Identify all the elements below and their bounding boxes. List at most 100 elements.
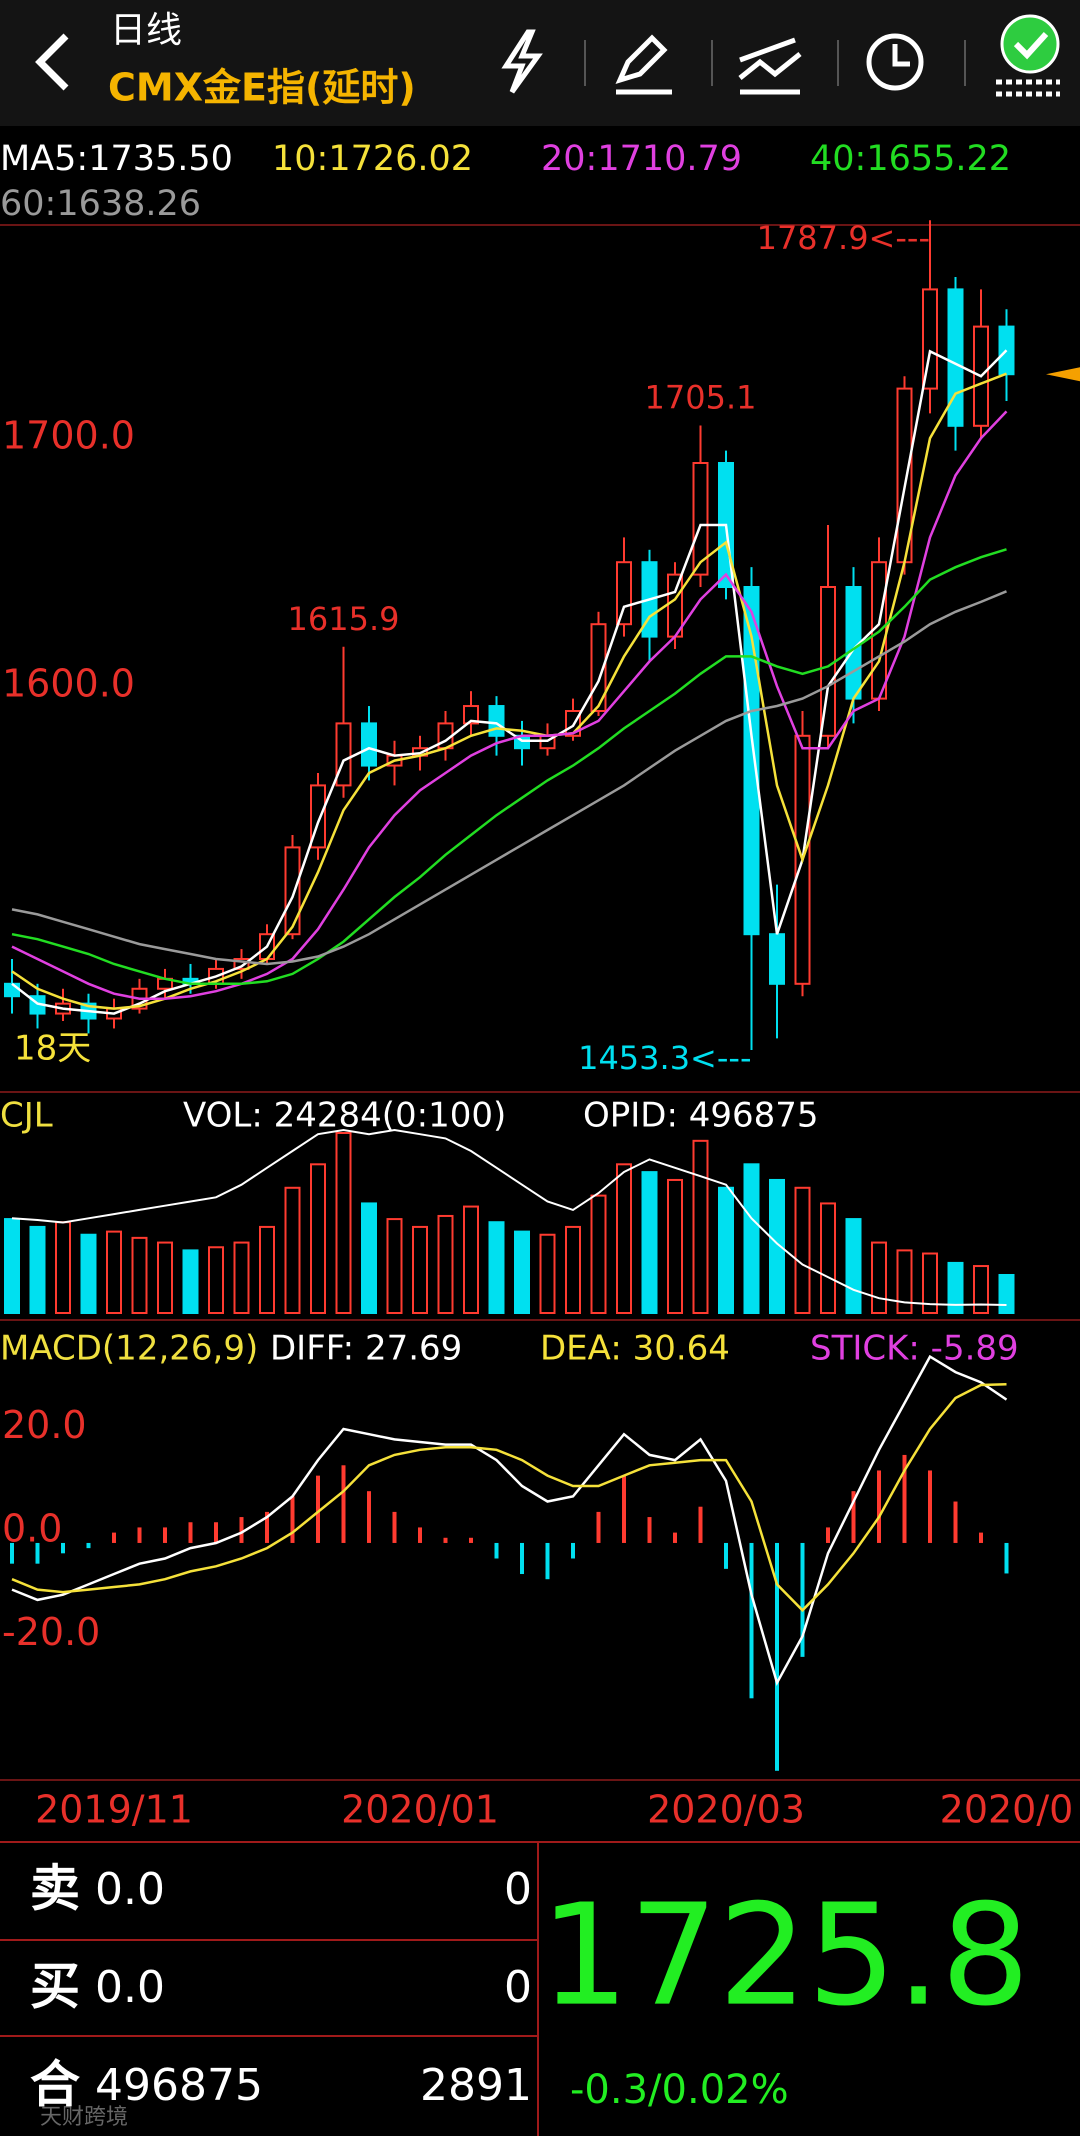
macd-bar — [520, 1542, 524, 1575]
volume-bar — [259, 1225, 275, 1315]
check-icon[interactable] — [1000, 14, 1060, 74]
x-tick-label: 2020/03 — [647, 1788, 805, 1832]
ma-line — [11, 410, 1008, 1000]
volume-bar — [4, 1218, 20, 1314]
y-tick-label: -20.0 — [2, 1610, 100, 1654]
volume-bar — [616, 1163, 632, 1314]
macd-bar — [239, 1517, 244, 1543]
history-icon[interactable] — [866, 33, 924, 91]
watermark: 天财跨境 — [40, 2105, 128, 2130]
macd-bar — [826, 1527, 830, 1543]
volume-bar — [284, 1186, 301, 1314]
volume-bar — [998, 1273, 1015, 1314]
ma-line — [11, 548, 1007, 986]
ma-line — [11, 590, 1007, 966]
candle-body — [463, 705, 479, 725]
volume-bar — [361, 1202, 377, 1315]
volume-bar — [233, 1241, 250, 1314]
low-annotation: 1453.3<--- — [578, 1039, 751, 1077]
volume-bar — [820, 1202, 836, 1315]
macd-bar — [163, 1527, 167, 1543]
back-button[interactable] — [35, 33, 69, 91]
macd-bar — [749, 1542, 754, 1699]
flash-icon[interactable] — [501, 29, 543, 94]
volume-bar — [208, 1246, 224, 1314]
volume-bar — [463, 1205, 479, 1314]
volume-bar — [55, 1221, 71, 1315]
quote-price: 0.0 — [95, 1962, 165, 2013]
macd-bar — [188, 1522, 193, 1543]
y-tick-label: 20.0 — [2, 1403, 87, 1447]
volume-bar — [157, 1241, 173, 1314]
volume-bar — [794, 1186, 811, 1314]
macd-bar — [214, 1522, 218, 1543]
period-label: 18天 — [14, 1029, 91, 1069]
macd-bar — [418, 1527, 422, 1543]
y-tick-label: 1600.0 — [2, 662, 135, 706]
macd-bar — [290, 1496, 295, 1543]
volume-bar — [437, 1214, 454, 1315]
legend-entry: DIFF: 27.69 — [270, 1329, 462, 1369]
volume-bar — [743, 1163, 760, 1314]
volume-bar — [80, 1233, 97, 1315]
quote-volume: 2891 — [420, 2060, 532, 2111]
legend-entry: 60:1638.26 — [0, 184, 201, 224]
high-annotation: 1705.1 — [645, 379, 757, 417]
quote-label: 合 — [30, 2056, 80, 2114]
volume-bar — [106, 1230, 122, 1314]
ma-line — [11, 349, 1008, 1015]
volume-bar — [947, 1261, 964, 1315]
candle-body — [947, 288, 964, 427]
high-annotation: 1787.9<--- — [757, 219, 930, 257]
panel-title: MACD(12,26,9) — [0, 1329, 258, 1369]
price-change: -0.3/0.02% — [570, 2067, 789, 2113]
candle-body — [743, 586, 760, 936]
macd-bar — [112, 1532, 116, 1543]
macd-bar — [928, 1470, 932, 1543]
macd-bar — [877, 1470, 881, 1543]
macd-bar — [316, 1475, 320, 1543]
macd-bar — [698, 1506, 703, 1543]
macd-bar — [86, 1542, 91, 1549]
macd-bar — [724, 1542, 728, 1569]
candle-body — [769, 933, 785, 985]
legend-entry: VOL: 24284(0:100) — [183, 1096, 506, 1136]
macd-bar — [341, 1465, 346, 1543]
volume-bar — [871, 1241, 887, 1314]
volume-bar — [692, 1139, 709, 1314]
draw-icon[interactable] — [615, 34, 672, 95]
volume-bar — [488, 1221, 505, 1315]
macd-bar — [673, 1532, 677, 1543]
quote-price: 0.0 — [95, 1864, 165, 1915]
opid-line — [11, 1128, 1007, 1306]
x-tick-label: 2019/11 — [35, 1788, 193, 1832]
indicator-icon[interactable] — [738, 37, 802, 95]
volume-bar — [131, 1236, 148, 1314]
macd-bar — [571, 1542, 575, 1559]
macd-bar — [622, 1475, 626, 1543]
volume-bar — [514, 1230, 530, 1314]
legend-entry: OPID: 496875 — [583, 1096, 819, 1136]
macd-bar — [137, 1527, 142, 1543]
macd-bar — [367, 1491, 371, 1543]
macd-bar — [10, 1542, 14, 1564]
macd-bar — [35, 1542, 40, 1564]
macd-bar — [469, 1537, 473, 1543]
volume-bar — [29, 1225, 46, 1315]
macd-line — [11, 1354, 1008, 1687]
macd-bar — [902, 1454, 907, 1543]
legend-entry: DEA: 30.64 — [540, 1329, 730, 1369]
legend-entry: 10:1726.02 — [272, 139, 473, 179]
volume-bar — [845, 1218, 862, 1314]
volume-bar — [641, 1171, 658, 1315]
macd-bar — [851, 1491, 856, 1543]
legend-entry: STICK: -5.89 — [810, 1329, 1019, 1369]
quote-label: 卖 — [30, 1860, 80, 1918]
legend-entry: MA5:1735.50 — [0, 139, 233, 179]
macd-bar — [61, 1542, 65, 1554]
quote-label: 买 — [30, 1958, 80, 2016]
volume-bar — [335, 1132, 352, 1314]
volume-bar — [718, 1186, 734, 1314]
